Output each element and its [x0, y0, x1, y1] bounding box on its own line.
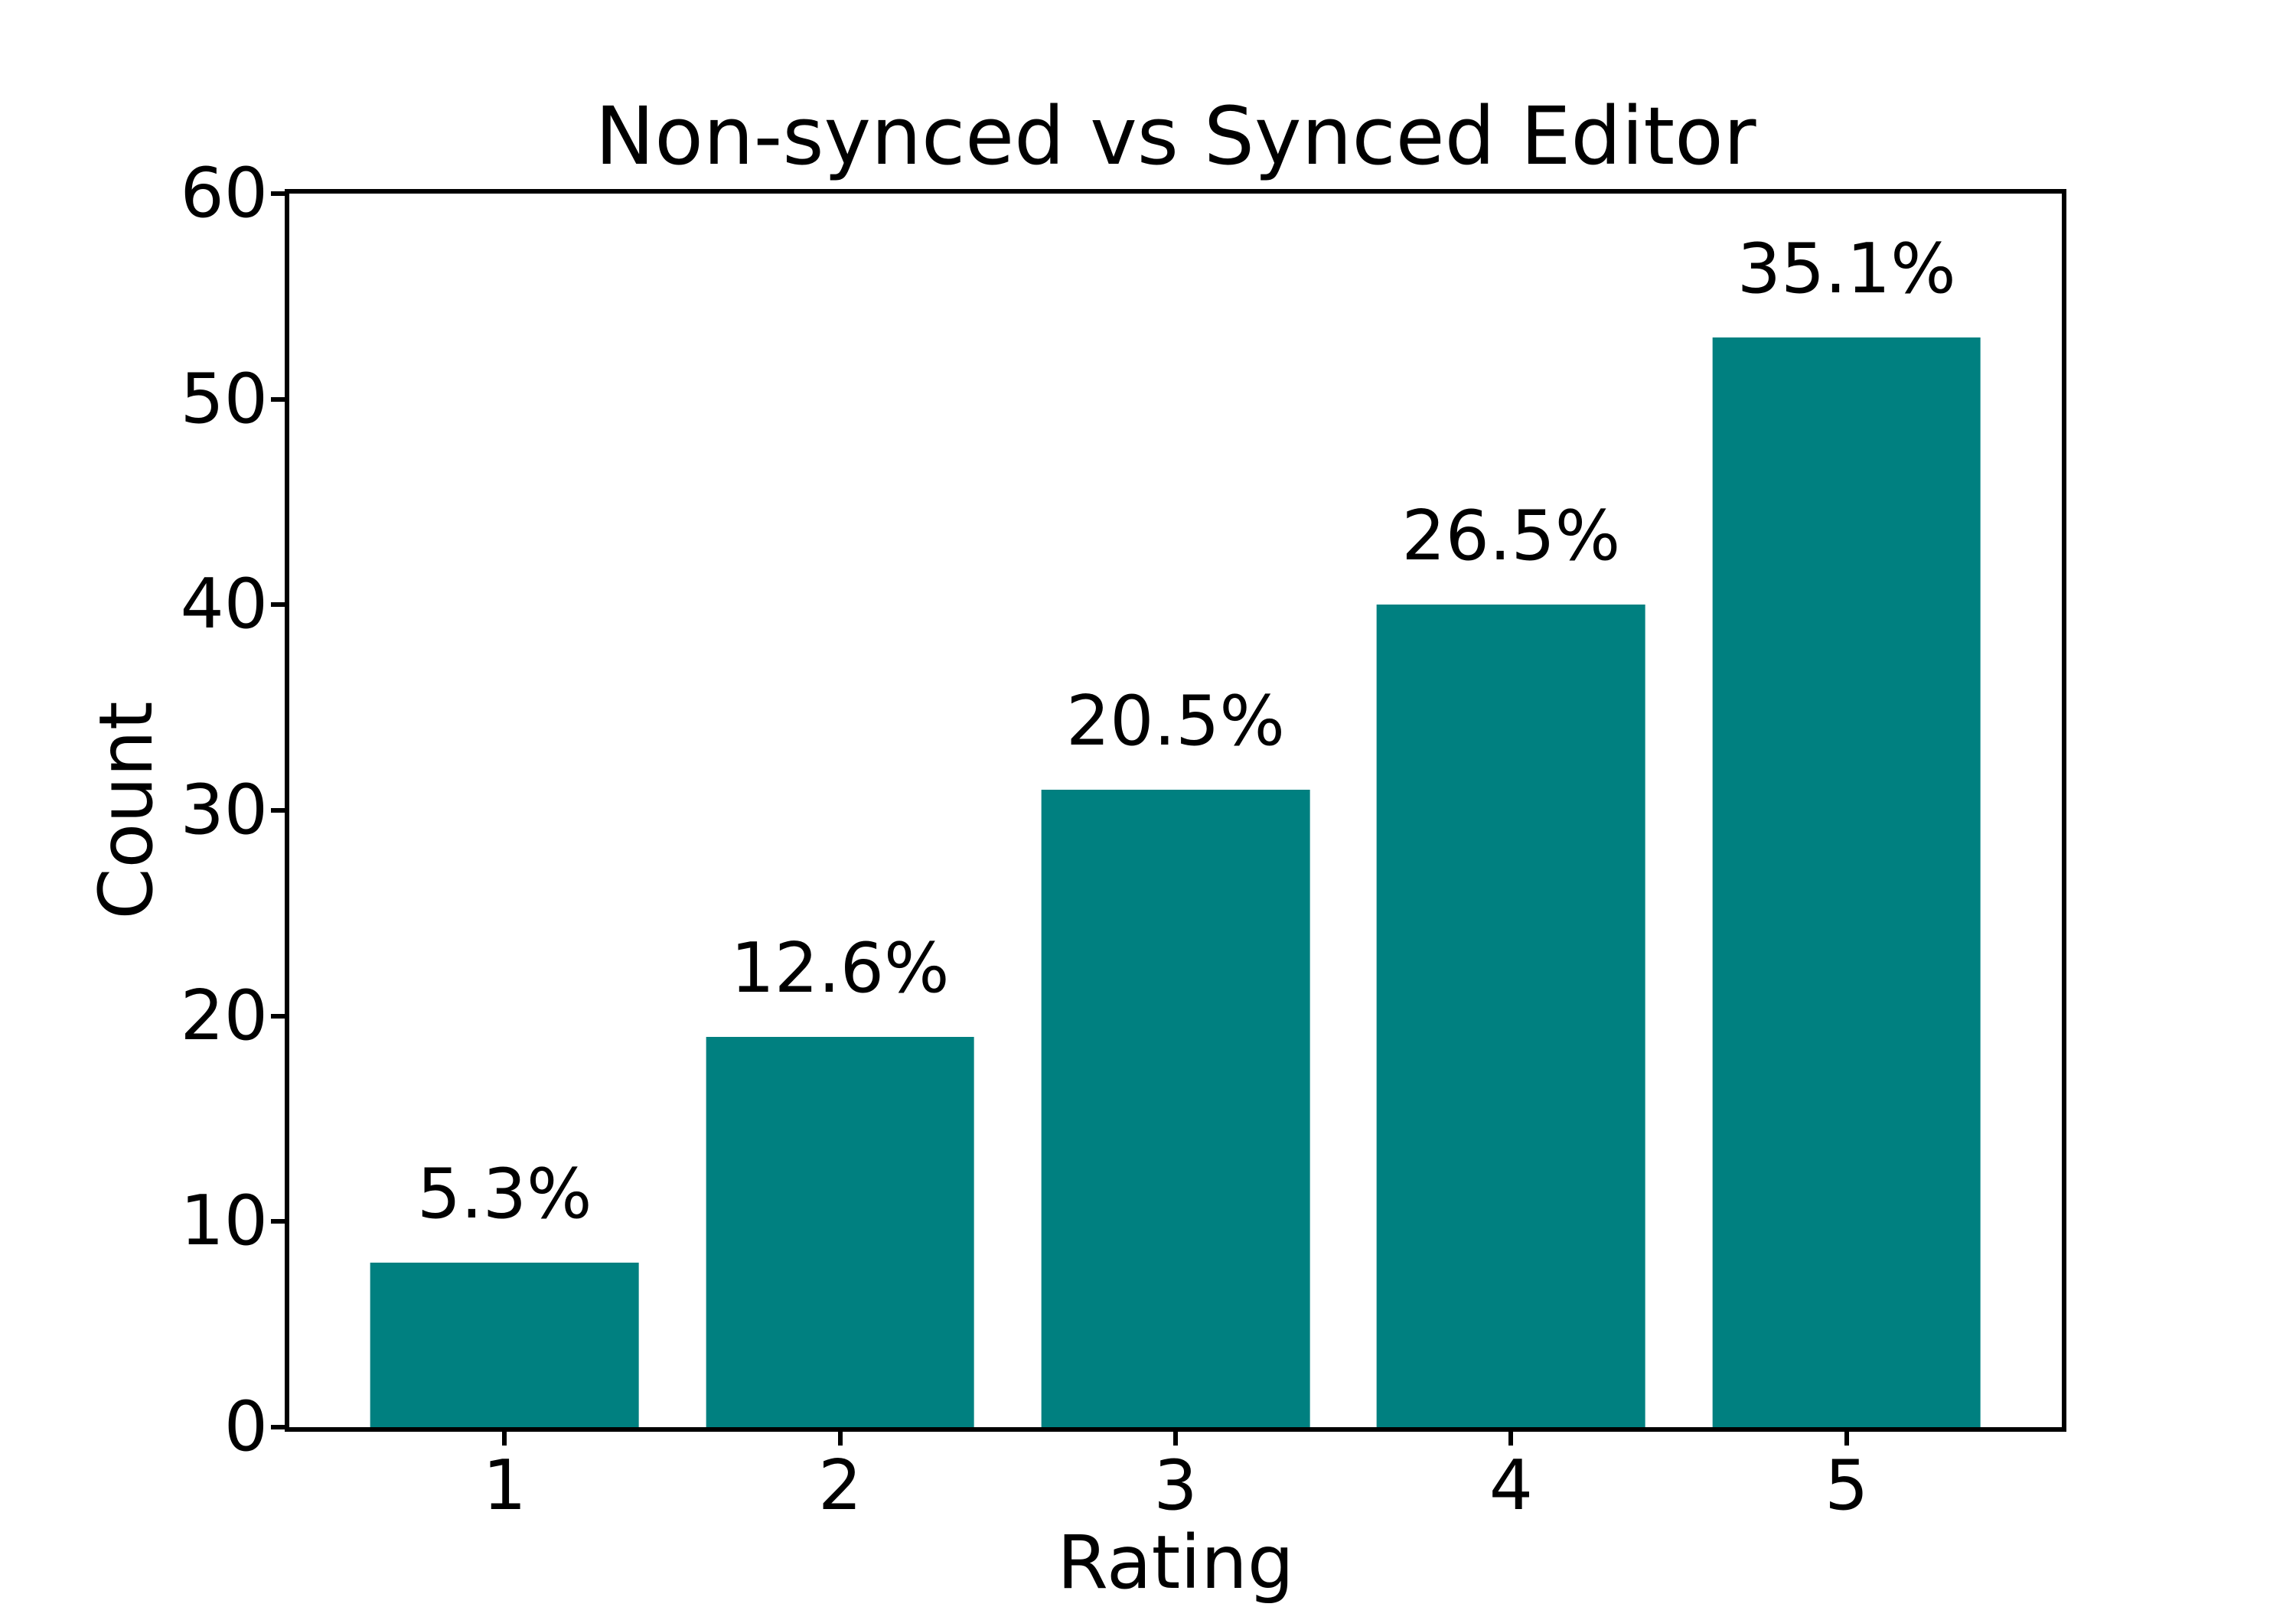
bar-rating-2: [706, 1036, 974, 1427]
x-tick-label: 1: [482, 1446, 527, 1526]
y-tick-mark: [271, 396, 285, 402]
bar-rating-4: [1377, 605, 1645, 1427]
y-tick-label: 10: [180, 1181, 268, 1262]
x-tick-label: 4: [1489, 1446, 1533, 1526]
x-tick-label: 3: [1153, 1446, 1198, 1526]
x-tick-label: 2: [817, 1446, 863, 1526]
bar-rating-3: [1041, 790, 1310, 1427]
bar-rating-1: [370, 1263, 639, 1427]
y-tick-label: 60: [180, 153, 268, 233]
x-tick-mark: [502, 1432, 507, 1446]
bar-percentage-label: 35.1%: [1737, 229, 1956, 310]
bar-percentage-label: 20.5%: [1066, 681, 1285, 762]
bar-percentage-label: 12.6%: [730, 927, 950, 1009]
y-tick-mark: [271, 1425, 285, 1429]
x-axis-label: Rating: [1057, 1520, 1294, 1605]
y-tick-mark: [271, 1219, 285, 1224]
bar-percentage-label: 5.3%: [416, 1154, 592, 1235]
y-tick-mark: [271, 808, 285, 813]
y-tick-label: 30: [180, 770, 268, 850]
x-tick-mark: [1844, 1432, 1849, 1446]
x-tick-mark: [1508, 1432, 1514, 1446]
y-tick-label: 50: [180, 358, 268, 439]
chart-title: Non-synced vs Synced Editor: [595, 90, 1756, 183]
x-tick-mark: [837, 1432, 843, 1446]
x-tick-label: 5: [1825, 1446, 1869, 1526]
y-tick-mark: [271, 191, 285, 196]
y-tick-label: 0: [223, 1387, 268, 1467]
y-tick-mark: [271, 602, 285, 608]
y-tick-label: 40: [180, 564, 268, 645]
bar-percentage-label: 26.5%: [1401, 496, 1621, 577]
y-tick-label: 20: [180, 975, 268, 1056]
y-tick-mark: [271, 1013, 285, 1019]
plot-area: 5.3% 12.6% 20.5% 26.5% 35.1%: [285, 189, 2066, 1432]
x-tick-mark: [1173, 1432, 1178, 1446]
bar-rating-5: [1712, 337, 1981, 1427]
